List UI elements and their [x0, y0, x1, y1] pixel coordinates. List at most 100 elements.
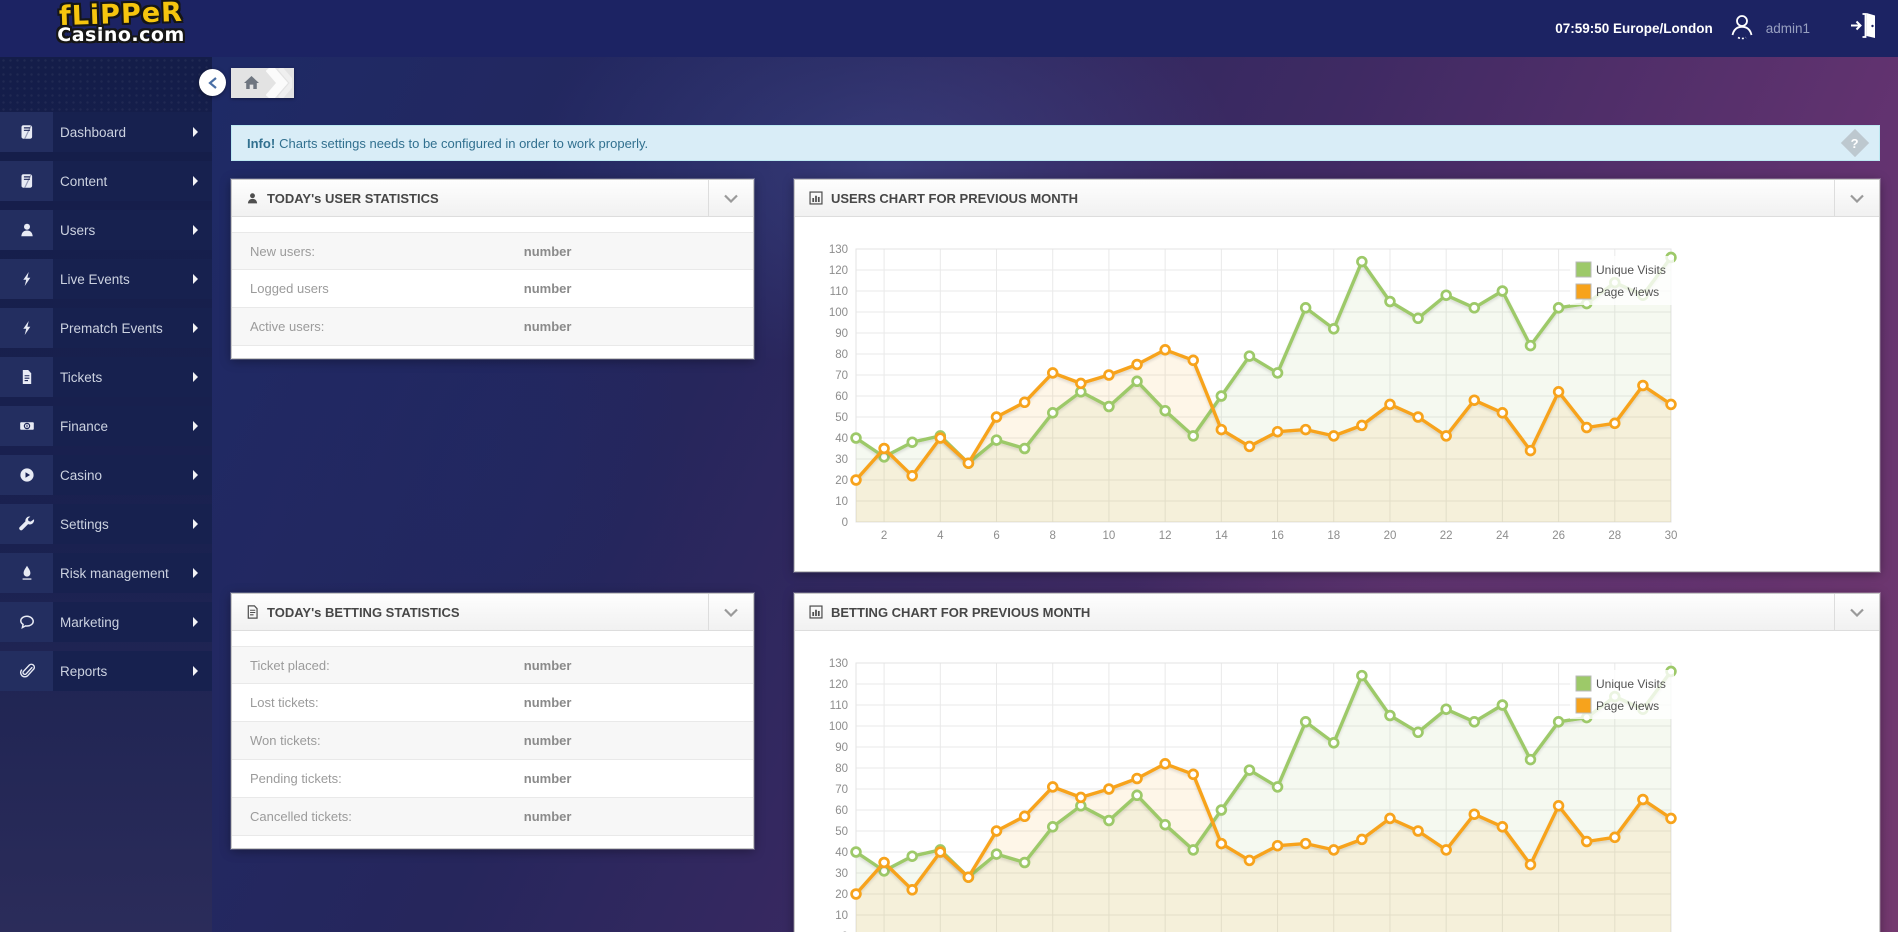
- panel-betting-statistics: TODAY's BETTING STATISTICS Ticket placed…: [231, 593, 754, 849]
- sidebar-item-tickets[interactable]: Tickets: [0, 357, 212, 397]
- chevron-right-icon: [193, 666, 198, 676]
- svg-text:80: 80: [835, 763, 848, 775]
- stat-label: Pending tickets:: [250, 771, 342, 786]
- play-icon: [0, 467, 53, 483]
- chevron-right-icon: [193, 568, 198, 578]
- sidebar-item-label: Marketing: [60, 614, 120, 630]
- user-stats-icon: [247, 192, 258, 203]
- bar-chart-icon: [809, 191, 823, 205]
- chevron-right-icon: [193, 470, 198, 480]
- svg-text:100: 100: [829, 307, 848, 319]
- logo-line2: Casino.com: [57, 24, 185, 46]
- stat-label: Ticket placed:: [250, 657, 330, 673]
- betting-stats-rows: Ticket placed: number Lost tickets: number W…: [232, 631, 753, 848]
- sidebar-item-marketing[interactable]: Marketing: [0, 602, 212, 642]
- collapse-panel-button[interactable]: [708, 594, 753, 630]
- help-icon[interactable]: ?: [1840, 128, 1870, 158]
- chart-legend: Unique Visits Page Views: [1570, 670, 1674, 719]
- wrench-icon: [0, 516, 53, 532]
- svg-text:28: 28: [1608, 530, 1621, 542]
- user-menu[interactable]: admin1: [1727, 11, 1810, 46]
- chevron-down-icon: [1850, 194, 1864, 203]
- svg-text:120: 120: [829, 265, 848, 277]
- svg-text:30: 30: [835, 454, 848, 466]
- svg-text:24: 24: [1496, 530, 1509, 542]
- sidebar-collapse-button[interactable]: [199, 69, 226, 96]
- svg-text:90: 90: [835, 742, 848, 754]
- home-icon: [244, 76, 259, 89]
- svg-text:18: 18: [1327, 530, 1340, 542]
- svg-text:40: 40: [835, 847, 848, 859]
- sidebar-menu: Dashboard Content Users Live Events Prematch…: [0, 112, 212, 700]
- sidebar-item-prematch-events[interactable]: Prematch Events: [0, 308, 212, 348]
- svg-text:Unique Visits: Unique Visits: [1596, 677, 1666, 691]
- svg-text:10: 10: [835, 910, 848, 922]
- sidebar-item-live-events[interactable]: Live Events: [0, 259, 212, 299]
- panel-users-chart-header: USERS CHART FOR PREVIOUS MONTH: [795, 180, 1879, 217]
- panel-betting-statistics-header: TODAY's BETTING STATISTICS: [232, 594, 753, 631]
- stat-label: New users:: [250, 243, 316, 259]
- sidebar-item-dashboard[interactable]: Dashboard: [0, 112, 212, 152]
- sidebar-item-risk-management[interactable]: Risk management: [0, 553, 212, 593]
- sidebar-item-label: Settings: [60, 516, 109, 532]
- svg-text:120: 120: [829, 679, 848, 691]
- stat-row: Lost tickets: number: [232, 684, 753, 722]
- dashboard-grid: TODAY's USER STATISTICS New users: number…: [231, 179, 1880, 932]
- users-chart: 0 10 20 30 40 50 60 70 80 90 100 110 120 130 2 4 6 8 10 12 1…: [795, 217, 1879, 566]
- svg-text:14: 14: [1215, 530, 1228, 542]
- svg-text:130: 130: [829, 244, 848, 256]
- svg-text:12: 12: [1159, 530, 1172, 542]
- collapse-panel-button[interactable]: [1834, 180, 1879, 216]
- brand-logo[interactable]: fLiPPeR Casino.com: [30, 0, 212, 46]
- collapse-panel-button[interactable]: [708, 180, 753, 216]
- svg-text:60: 60: [835, 391, 848, 403]
- sidebar-item-label: Reports: [60, 663, 108, 679]
- svg-text:10: 10: [835, 496, 848, 508]
- chevron-right-icon: [193, 617, 198, 627]
- svg-text:30: 30: [1665, 530, 1678, 542]
- sidebar-item-label: Users: [60, 222, 96, 238]
- sidebar-item-content[interactable]: Content: [0, 161, 212, 201]
- sidebar-item-label: Prematch Events: [60, 320, 163, 336]
- topbar: fLiPPeR Casino.com 07:59:50 Europe/Londo…: [0, 0, 1898, 57]
- stat-label: Active users:: [250, 319, 325, 334]
- sidebar-item-settings[interactable]: Settings: [0, 504, 212, 544]
- sidebar-item-reports[interactable]: Reports: [0, 651, 212, 691]
- stat-row: Logged users number: [232, 270, 753, 308]
- stat-value: number: [523, 695, 572, 710]
- user-icon: [0, 222, 53, 238]
- collapse-panel-button[interactable]: [1834, 594, 1879, 630]
- info-alert-message: Charts settings needs to be configured i…: [279, 135, 649, 151]
- svg-text:50: 50: [835, 412, 848, 424]
- svg-text:60: 60: [835, 805, 848, 817]
- logout-door-icon: [1850, 11, 1876, 46]
- username-text: admin1: [1765, 21, 1810, 36]
- stat-value: number: [523, 281, 572, 296]
- breadcrumb[interactable]: [231, 68, 294, 98]
- sidebar: Dashboard Content Users Live Events Prematch…: [0, 57, 226, 932]
- panel-betting-chart-header: BETTING CHART FOR PREVIOUS MONTH: [795, 594, 1879, 631]
- sidebar-item-finance[interactable]: Finance: [0, 406, 212, 446]
- stat-row: Won tickets: number: [232, 722, 753, 760]
- svg-text:26: 26: [1552, 530, 1565, 542]
- book-icon: [0, 173, 53, 189]
- svg-text:Page Views: Page Views: [1596, 699, 1659, 713]
- chevron-right-icon: [193, 323, 198, 333]
- info-alert: Info! Charts settings needs to be configu…: [231, 125, 1880, 161]
- chevron-right-icon: [193, 421, 198, 431]
- stat-value: number: [523, 733, 572, 748]
- svg-text:0: 0: [842, 517, 848, 529]
- panel-title: BETTING CHART FOR PREVIOUS MONTH: [831, 604, 1091, 620]
- logout-button[interactable]: [1850, 11, 1876, 46]
- sidebar-item-casino[interactable]: Casino: [0, 455, 212, 495]
- chevron-right-icon: [193, 225, 198, 235]
- panel-betting-chart: BETTING CHART FOR PREVIOUS MONTH 0102030…: [794, 593, 1880, 932]
- svg-text:4: 4: [937, 530, 944, 542]
- sidebar-item-users[interactable]: Users: [0, 210, 212, 250]
- document-icon: [247, 605, 258, 619]
- stat-label: Cancelled tickets:: [250, 809, 352, 824]
- bar-chart-icon: [809, 605, 823, 619]
- svg-text:22: 22: [1440, 530, 1453, 542]
- stat-value: number: [523, 809, 572, 824]
